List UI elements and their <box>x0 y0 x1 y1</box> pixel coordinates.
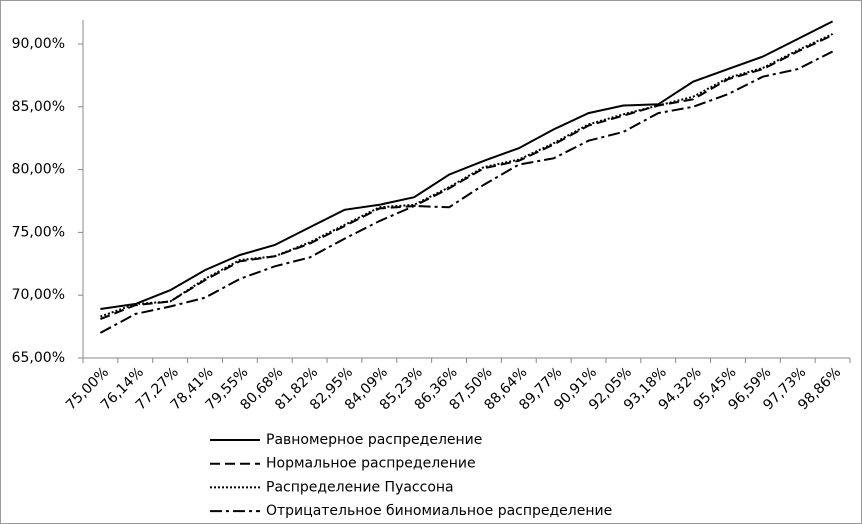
series-line <box>99 50 834 334</box>
legend-label: Отрицательное биномиальное распределение <box>266 503 612 519</box>
series-line <box>100 20 834 310</box>
legend-label: Равномерное распределение <box>266 432 482 448</box>
y-tick-label: 80,00% <box>12 162 65 178</box>
y-tick-label: 75,00% <box>12 224 65 240</box>
y-tick-label: 85,00% <box>12 99 65 115</box>
series-line <box>100 33 834 318</box>
y-tick-label: 90,00% <box>12 36 65 52</box>
series-line <box>100 34 834 321</box>
y-tick-label: 70,00% <box>12 287 65 303</box>
legend-label: Распределение Пуассона <box>266 479 454 495</box>
y-tick-label: 65,00% <box>12 350 65 366</box>
legend-label: Нормальное распределение <box>266 456 476 472</box>
